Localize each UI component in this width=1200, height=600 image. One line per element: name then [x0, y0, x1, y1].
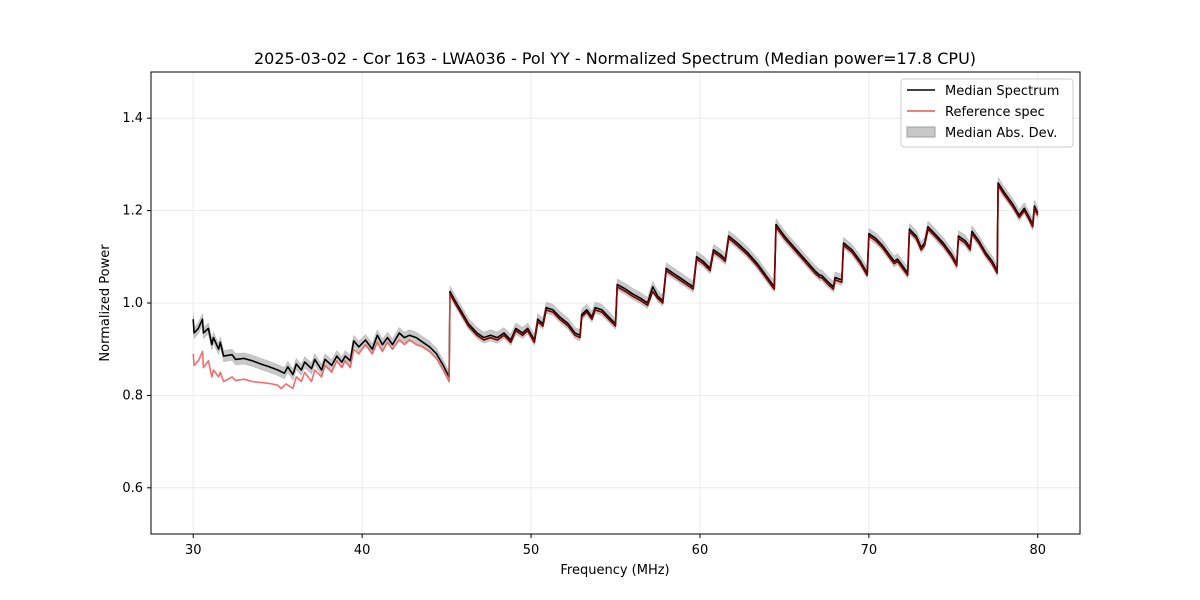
- legend-mad-swatch: [906, 126, 936, 138]
- x-tick-label: 60: [692, 543, 709, 558]
- y-tick-label: 0.8: [122, 388, 143, 403]
- legend-frame: [900, 78, 1074, 148]
- x-tick-label: 30: [185, 543, 202, 558]
- axis-ticks: 30 40 50 60 70 80 0.6 0.8 1.0 1.2 1.4: [122, 111, 1046, 558]
- x-tick-label: 80: [1029, 543, 1046, 558]
- y-axis-label: Normalized Power: [98, 244, 113, 362]
- legend-median-label: Median Spectrum: [945, 84, 1059, 99]
- x-tick-label: 70: [861, 543, 878, 558]
- y-tick-label: 1.4: [122, 111, 143, 126]
- series-lines: [192, 182, 1039, 390]
- legend: Median Spectrum Reference spec Median Ab…: [900, 78, 1074, 148]
- x-tick-label: 50: [523, 543, 540, 558]
- overlap-spectrum-line: [449, 184, 1039, 344]
- y-tick-label: 0.6: [122, 481, 143, 496]
- x-tick-label: 40: [354, 543, 371, 558]
- legend-mad-label: Median Abs. Dev.: [945, 126, 1057, 141]
- chart-title: 2025-03-02 - Cor 163 - LWA036 - Pol YY -…: [254, 49, 976, 68]
- legend-reference-label: Reference spec: [945, 105, 1045, 120]
- y-tick-label: 1.2: [122, 204, 143, 219]
- x-axis-label: Frequency (MHz): [560, 563, 669, 578]
- y-tick-label: 1.0: [122, 296, 143, 311]
